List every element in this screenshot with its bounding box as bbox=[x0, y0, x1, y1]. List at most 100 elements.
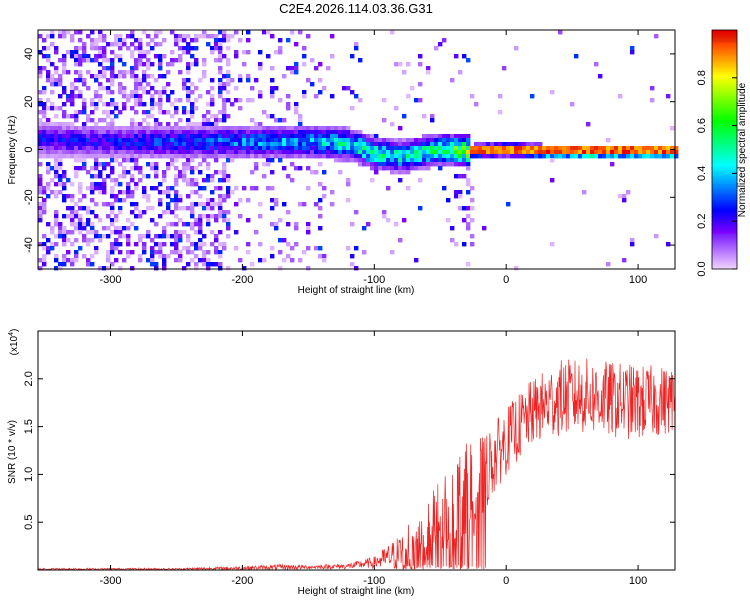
heatmap-cell bbox=[58, 166, 63, 171]
heatmap-cell bbox=[194, 86, 199, 91]
heatmap-cell bbox=[206, 126, 211, 131]
heatmap-cell bbox=[66, 250, 71, 255]
heatmap-cell bbox=[358, 146, 363, 151]
heatmap-cell bbox=[74, 254, 79, 259]
heatmap-cell bbox=[182, 162, 187, 167]
heatmap-cell bbox=[202, 30, 207, 35]
heatmap-cell bbox=[226, 150, 231, 155]
heatmap-cell bbox=[454, 194, 459, 199]
heatmap-cell bbox=[174, 258, 179, 263]
colorbar-step bbox=[712, 55, 737, 59]
heatmap-cell bbox=[38, 134, 43, 139]
heatmap-cell bbox=[58, 222, 63, 227]
heatmap-cell bbox=[138, 82, 143, 87]
heatmap-cell bbox=[42, 258, 47, 263]
heatmap-cell bbox=[82, 130, 87, 135]
heatmap-cell bbox=[98, 138, 103, 143]
heatmap-cell bbox=[390, 122, 395, 127]
heatmap-cell bbox=[306, 78, 311, 83]
heatmap-cell bbox=[426, 142, 431, 147]
colorbar-step bbox=[712, 59, 737, 63]
heatmap-cell bbox=[198, 202, 203, 207]
heatmap-cell bbox=[238, 126, 243, 131]
heatmap-cell bbox=[78, 110, 83, 115]
heatmap-cell bbox=[214, 146, 219, 151]
colorbar-step bbox=[712, 49, 737, 53]
heatmap-cell bbox=[166, 138, 171, 143]
heatmap-cell bbox=[78, 154, 83, 159]
heatmap-cell bbox=[498, 142, 503, 147]
heatmap-cell bbox=[450, 134, 455, 139]
heatmap-cell bbox=[306, 138, 311, 143]
colorbar-step bbox=[712, 39, 737, 43]
colorbar-step bbox=[712, 249, 737, 252]
heatmap-cell bbox=[138, 154, 143, 159]
heatmap-cell bbox=[246, 198, 251, 203]
heatmap-cell bbox=[430, 162, 435, 167]
heatmap-cell bbox=[354, 42, 359, 47]
heatmap-cell bbox=[134, 110, 139, 115]
heatmap-cell bbox=[162, 138, 167, 143]
heatmap-cell bbox=[210, 86, 215, 91]
heatmap-cell bbox=[198, 242, 203, 247]
heatmap-cell bbox=[266, 146, 271, 151]
heatmap-cell bbox=[110, 58, 115, 63]
heatmap-cell bbox=[258, 122, 263, 127]
heatmap-cell bbox=[310, 170, 315, 175]
heatmap-cell bbox=[46, 54, 51, 59]
heatmap-cell bbox=[166, 94, 171, 99]
heatmap-cell bbox=[150, 218, 155, 223]
heatmap-cell bbox=[134, 214, 139, 219]
heatmap-cell bbox=[46, 238, 51, 243]
heatmap-cell bbox=[190, 82, 195, 87]
heatmap-cell bbox=[82, 154, 87, 159]
heatmap-cell bbox=[590, 154, 595, 159]
heatmap-cell bbox=[158, 130, 163, 135]
heatmap-cell bbox=[94, 38, 99, 43]
heatmap-cell bbox=[42, 106, 47, 111]
heatmap-cell bbox=[154, 78, 159, 83]
heatmap-cell bbox=[250, 186, 255, 191]
heatmap-cell bbox=[386, 158, 391, 163]
heatmap-cell bbox=[354, 154, 359, 159]
heatmap-cell bbox=[246, 142, 251, 147]
heatmap-cell bbox=[350, 90, 355, 95]
colorbar-ticks: 0.00.20.40.60.8 bbox=[696, 70, 737, 277]
heatmap-cell bbox=[442, 134, 447, 139]
heatmap-cell bbox=[158, 202, 163, 207]
heatmap-cell bbox=[170, 114, 175, 119]
heatmap-cell bbox=[174, 234, 179, 239]
heatmap-cell bbox=[234, 126, 239, 131]
heatmap-cell bbox=[174, 222, 179, 227]
heatmap-cell bbox=[122, 106, 127, 111]
heatmap-cell bbox=[154, 118, 159, 123]
heatmap-cell bbox=[38, 142, 43, 147]
heatmap-cell bbox=[262, 138, 267, 143]
heatmap-cell bbox=[122, 102, 127, 107]
colorbar-step bbox=[712, 37, 737, 41]
heatmap-cell bbox=[238, 134, 243, 139]
heatmap-cell bbox=[230, 154, 235, 159]
colorbar-step bbox=[712, 35, 737, 39]
heatmap-cell bbox=[102, 74, 107, 79]
heatmap-cell bbox=[198, 246, 203, 251]
heatmap-cell bbox=[634, 146, 639, 151]
heatmap-cell bbox=[438, 162, 443, 167]
heatmap-cell bbox=[42, 46, 47, 51]
heatmap-cell bbox=[570, 154, 575, 159]
heatmap-cell bbox=[294, 62, 299, 67]
heatmap-cell bbox=[438, 142, 443, 147]
heatmap-cell bbox=[586, 146, 591, 151]
heatmap-cell bbox=[110, 102, 115, 107]
colorbar-tick-label: 0.8 bbox=[696, 70, 708, 85]
heatmap-cell bbox=[550, 178, 555, 183]
heatmap-cell bbox=[94, 162, 99, 167]
heatmap-cell bbox=[166, 194, 171, 199]
heatmap-cell bbox=[186, 206, 191, 211]
heatmap-cell bbox=[114, 158, 119, 163]
heatmap-cell bbox=[270, 126, 275, 131]
colorbar-step bbox=[712, 119, 737, 123]
heatmap-cell bbox=[410, 166, 415, 171]
heatmap-cell bbox=[482, 154, 487, 159]
heatmap-cell bbox=[654, 34, 659, 39]
